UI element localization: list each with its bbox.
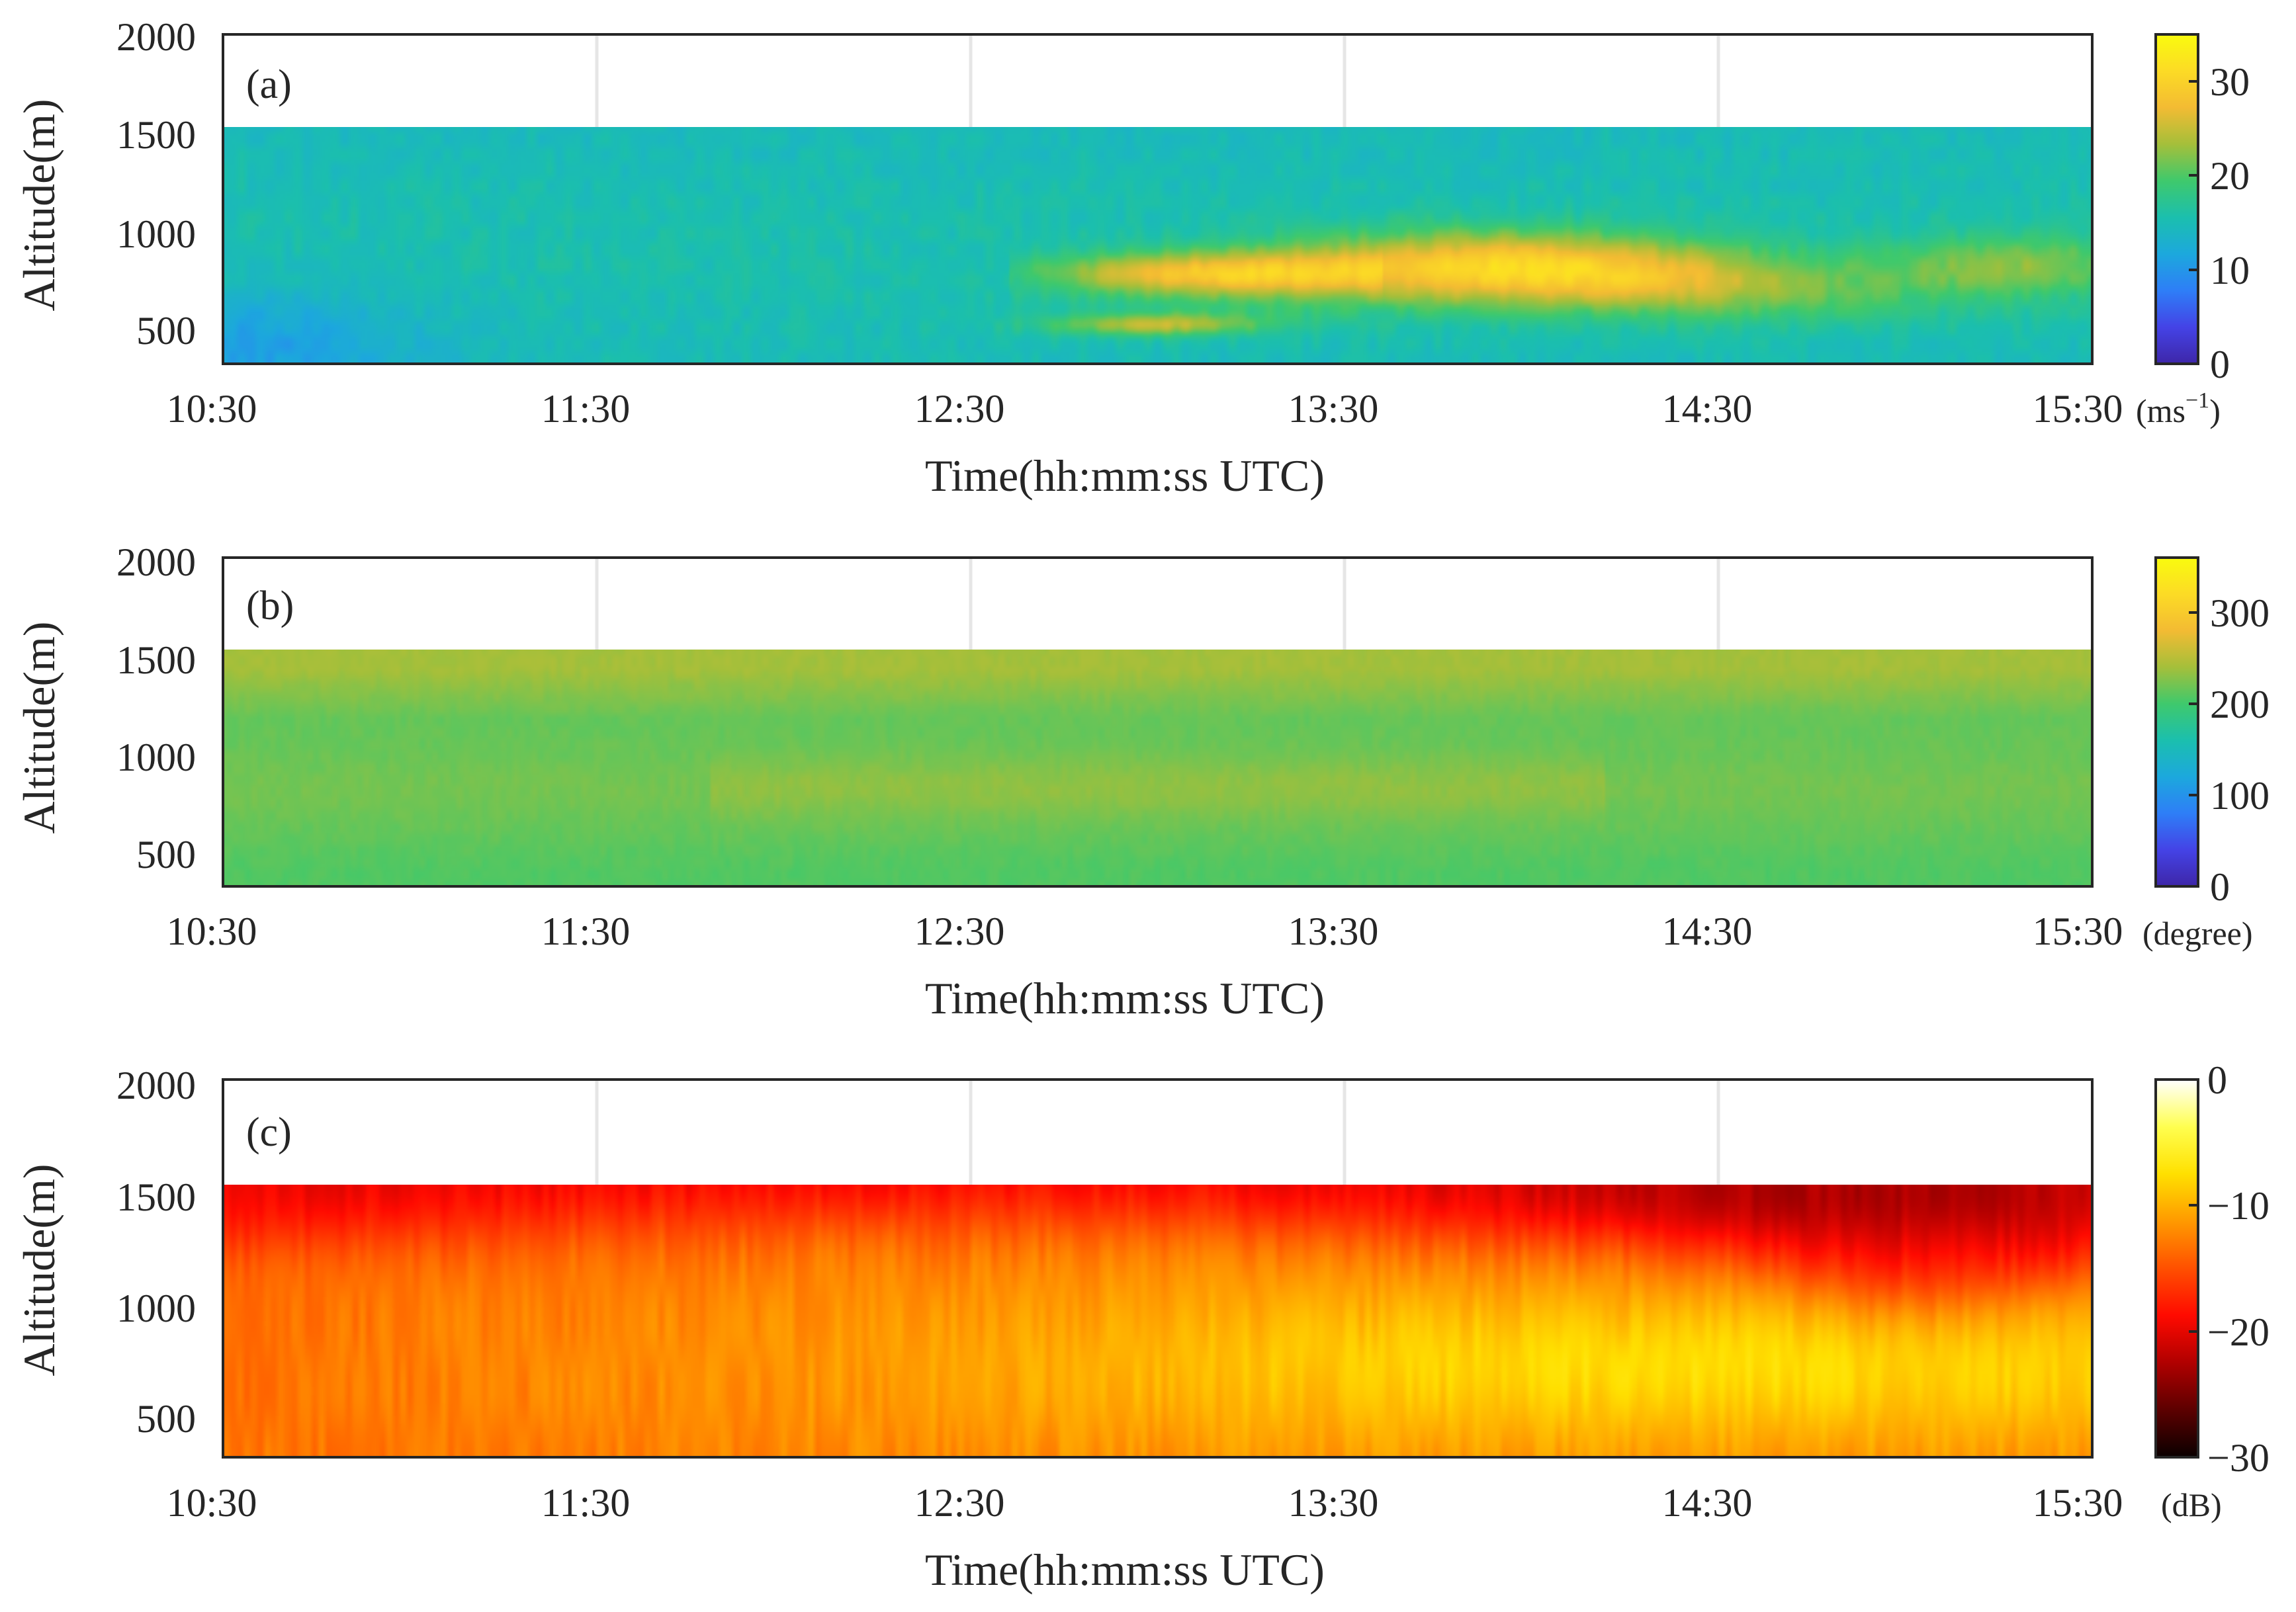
panel-c-xtick-1530: 15:30 <box>2033 1481 2123 1525</box>
panel-a-unit-base: (ms <box>2136 392 2186 429</box>
panel-c-ytick-2000: 2000 <box>116 1064 196 1107</box>
panel-a-xtick-1330: 13:30 <box>1288 387 1379 431</box>
panel-b-xtick-1330: 13:30 <box>1288 910 1379 953</box>
panel-b-axes-box <box>222 556 2094 888</box>
panel-a-colorbar-ticks <box>2189 80 2198 365</box>
panel-c-unit: (dB) <box>2161 1486 2222 1523</box>
panel-b-ytick-1000: 1000 <box>116 736 196 779</box>
panel-a-xtick-1230: 12:30 <box>914 387 1005 431</box>
panel-b-colorbar <box>2154 556 2199 888</box>
panel-c-colorbar <box>2154 1078 2199 1459</box>
panel-a-ytick-500: 500 <box>136 309 196 353</box>
panel-a-heatmap <box>223 127 2092 364</box>
panel-a-ytick-1000: 1000 <box>116 212 196 256</box>
panel-c-ytick-1500: 1500 <box>116 1175 196 1219</box>
panel-c-xtick-1130: 11:30 <box>541 1481 630 1525</box>
panel-c-cbar-label-m30: −30 <box>2207 1436 2270 1480</box>
panel-a-cbar-label-30: 30 <box>2210 60 2250 104</box>
panel-c: (c) 500 1000 1500 2000 10:30 11:30 12:30… <box>14 1058 2270 1595</box>
panel-c-heatmap-wrap <box>223 1185 2092 1457</box>
panel-b: (b) 500 1000 1500 2000 10:30 11:30 12:30… <box>14 540 2270 1023</box>
panel-c-heatmap <box>223 1185 2092 1457</box>
panel-b-xlabel: Time(hh:mm:ss UTC) <box>925 973 1325 1023</box>
panel-c-axes-box <box>222 1078 2094 1459</box>
panel-a-cbar-label-0: 0 <box>2210 343 2230 386</box>
panel-c-colorbar-ticks <box>2189 1078 2198 1459</box>
panel-b-xtick-1430: 14:30 <box>1662 910 1753 953</box>
panel-c-label: (c) <box>246 1110 292 1155</box>
panel-c-cbar-label-m10: −10 <box>2207 1184 2270 1228</box>
panel-a-ytick-1500: 1500 <box>116 113 196 157</box>
panel-b-xtick-1030: 10:30 <box>167 910 257 953</box>
panel-b-unit: (degree) <box>2142 915 2253 952</box>
panel-a-xtick-1430: 14:30 <box>1662 387 1753 431</box>
panel-c-cbar-label-m20: −20 <box>2207 1310 2270 1354</box>
panel-a-xtick-1130: 11:30 <box>541 387 630 431</box>
panel-a-unit-end: ) <box>2209 392 2221 429</box>
panel-b-ytick-1500: 1500 <box>116 638 196 682</box>
panel-b-heatmap-wrap <box>223 650 2092 886</box>
panel-b-cbar-label-100: 100 <box>2210 774 2270 818</box>
panel-c-xtick-1330: 13:30 <box>1288 1481 1379 1525</box>
panel-b-cbar-label-200: 200 <box>2210 683 2270 726</box>
panel-a-xtick-1030: 10:30 <box>167 387 257 431</box>
panel-c-xlabel: Time(hh:mm:ss UTC) <box>925 1545 1325 1595</box>
panel-b-ytick-2000: 2000 <box>116 540 196 584</box>
panel-c-cbar-label-0: 0 <box>2207 1058 2227 1102</box>
panel-a: (a) 500 1000 1500 2000 10:30 11:30 12:30… <box>14 15 2250 501</box>
panel-b-ylabel: Altitude(m) <box>14 621 64 833</box>
panel-c-xtick-1030: 10:30 <box>167 1481 257 1525</box>
panel-a-heatmap-wrap <box>223 127 2092 364</box>
panel-a-ylabel: Altitude(m) <box>14 99 64 311</box>
panel-b-xtick-1530: 15:30 <box>2033 910 2123 953</box>
panel-b-label: (b) <box>246 583 294 628</box>
panel-a-unit-sup: −1 <box>2186 388 2209 413</box>
panel-c-xtick-1430: 14:30 <box>1662 1481 1753 1525</box>
panel-b-cbar-label-300: 300 <box>2210 591 2270 635</box>
panel-b-cbar-label-0: 0 <box>2210 865 2230 909</box>
panel-a-colorbar <box>2154 33 2199 365</box>
panel-a-xtick-1530: 15:30 <box>2033 387 2123 431</box>
panel-a-axes-box <box>222 33 2094 365</box>
panel-b-heatmap <box>223 650 2092 886</box>
panel-b-xtick-1230: 12:30 <box>914 910 1005 953</box>
panel-a-label: (a) <box>246 62 292 107</box>
panel-a-ytick-2000: 2000 <box>116 15 196 59</box>
panel-b-ytick-500: 500 <box>136 833 196 876</box>
panel-b-colorbar-ticks <box>2189 611 2198 888</box>
panel-b-xtick-1130: 11:30 <box>541 910 630 953</box>
panel-a-cbar-label-20: 20 <box>2210 154 2250 198</box>
panel-c-ylabel: Altitude(m) <box>14 1164 64 1376</box>
panel-a-unit: (ms−1) <box>2136 388 2221 429</box>
panel-c-ytick-500: 500 <box>136 1397 196 1441</box>
panel-a-cbar-label-10: 10 <box>2210 249 2250 292</box>
panel-c-xtick-1230: 12:30 <box>914 1481 1005 1525</box>
panel-a-xlabel: Time(hh:mm:ss UTC) <box>925 450 1325 501</box>
panel-c-ytick-1000: 1000 <box>116 1287 196 1330</box>
